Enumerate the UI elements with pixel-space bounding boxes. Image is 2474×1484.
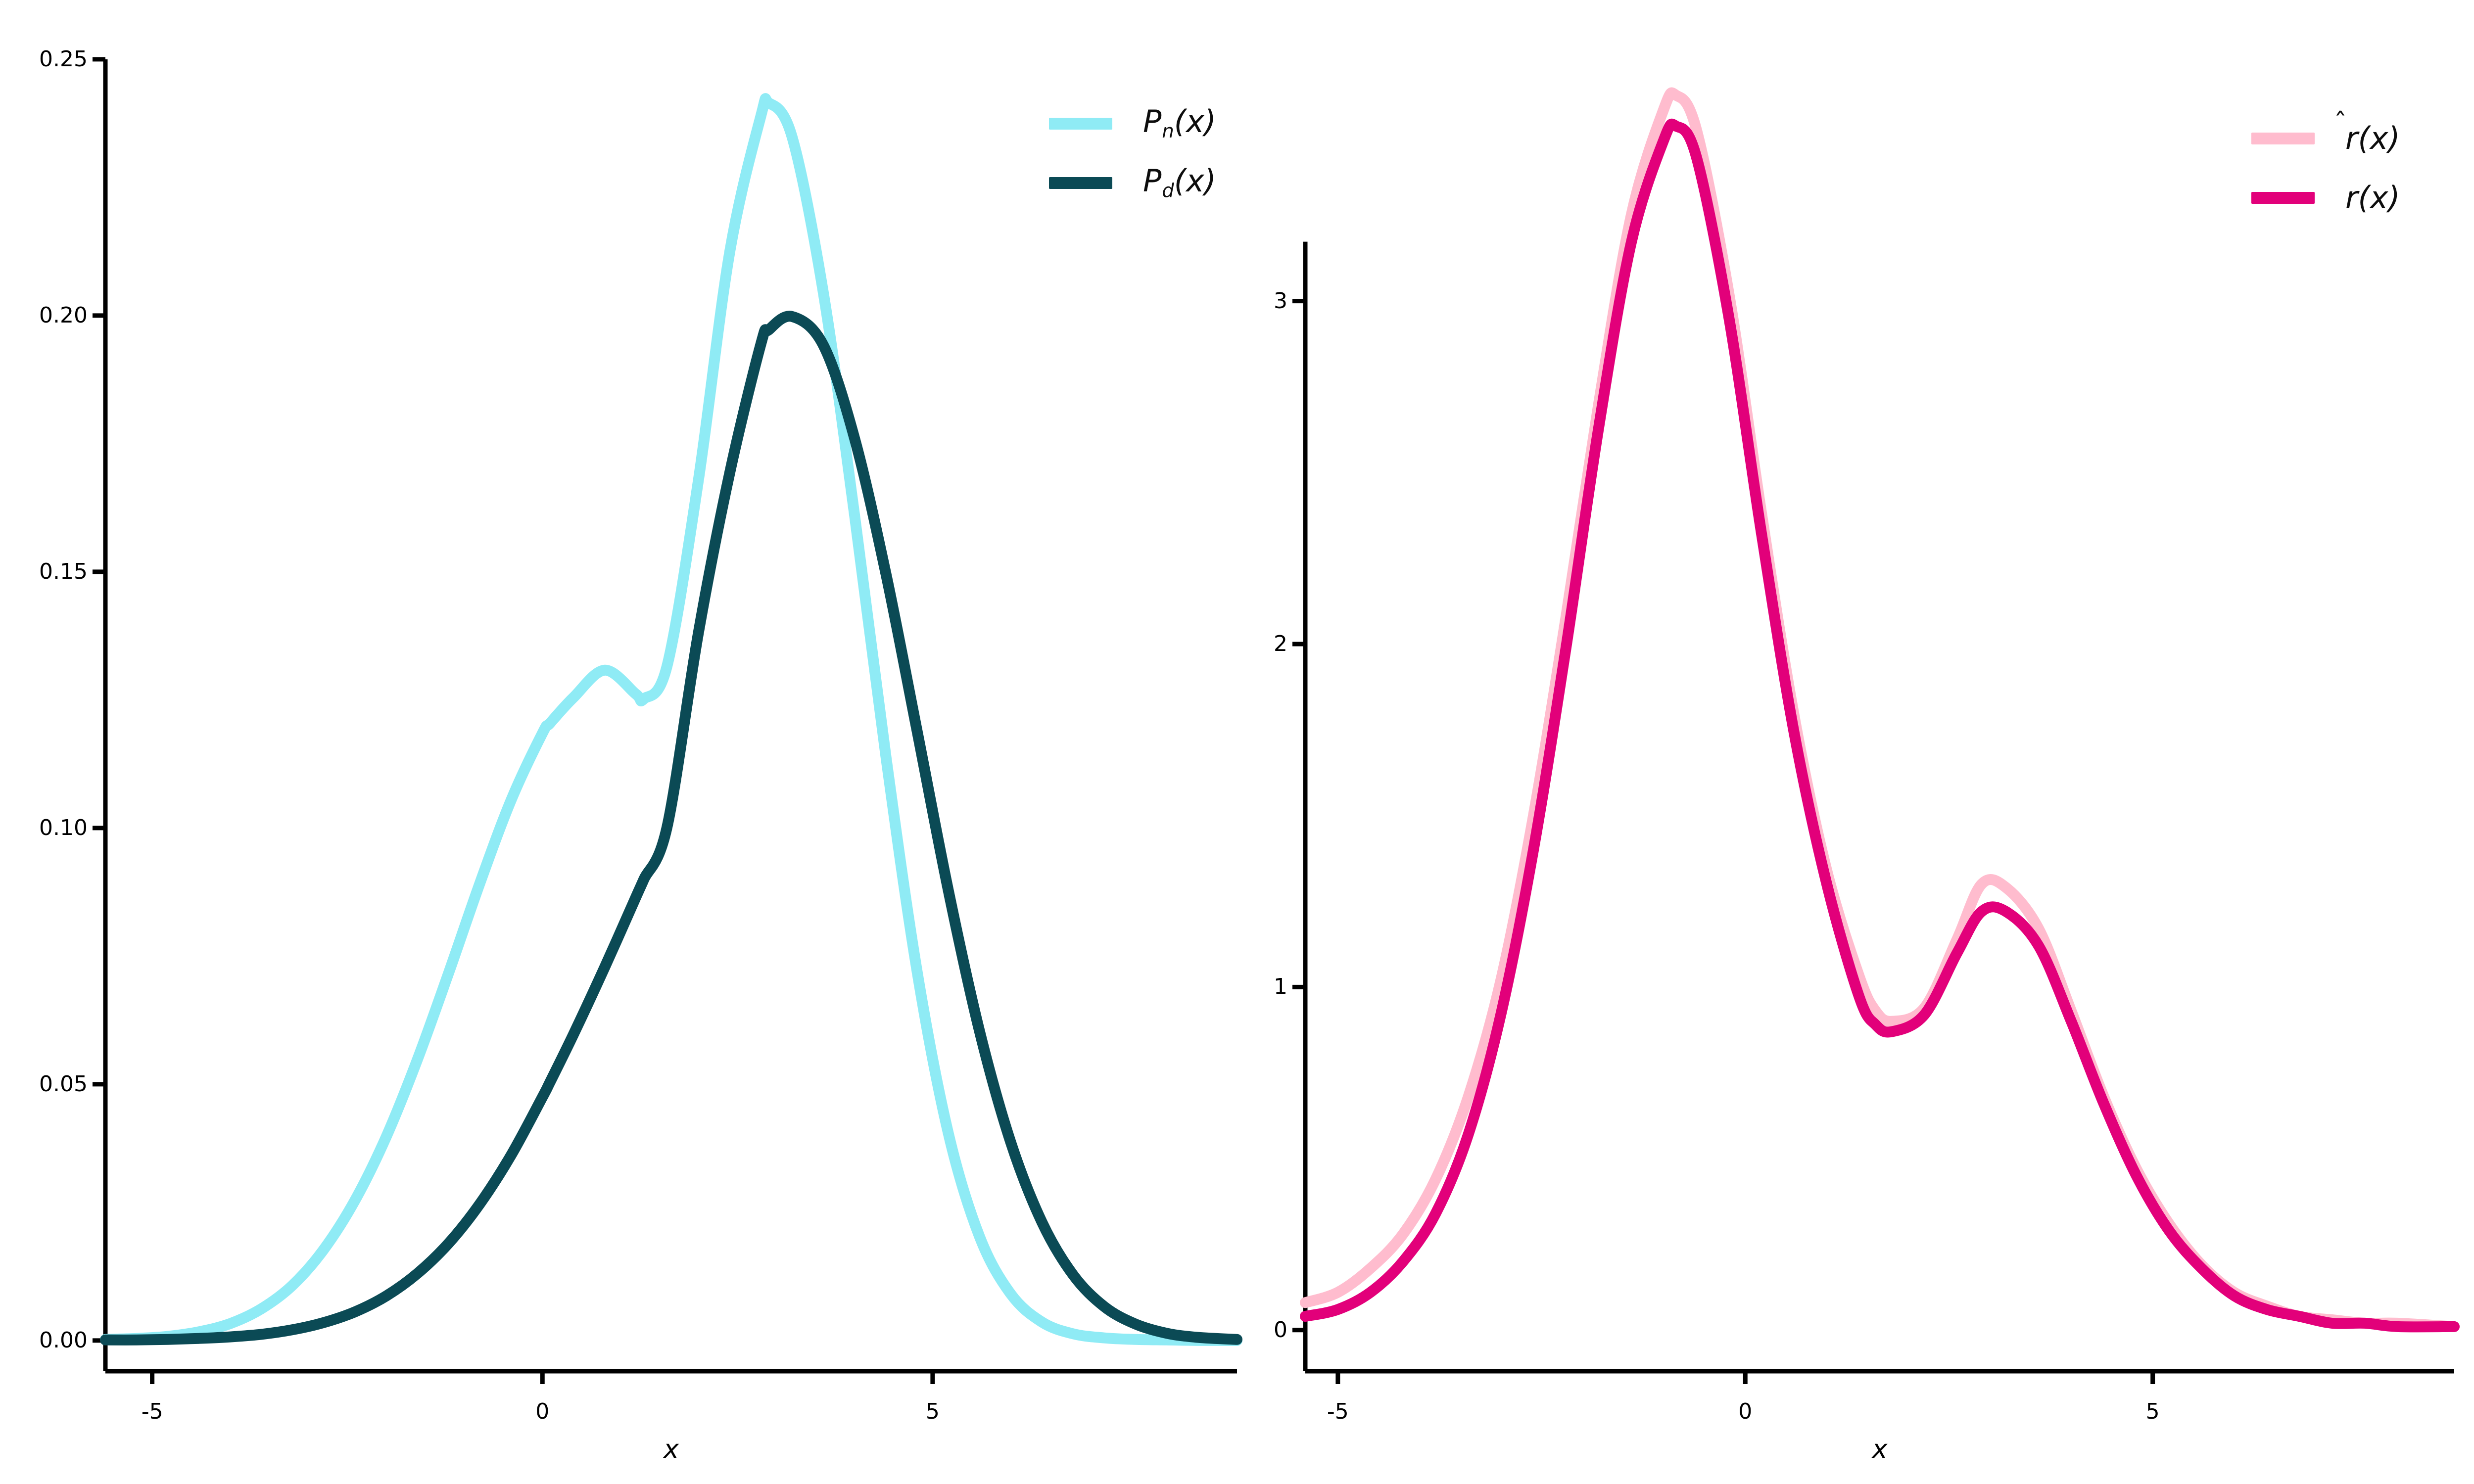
legend-label-pn: Pn(x) — [1143, 103, 1216, 143]
y-tick-label: 1 — [1274, 974, 1287, 1000]
y-tick-label: 0.05 — [39, 1071, 88, 1097]
legend-item-pn[interactable]: Pn(x) — [1049, 94, 1216, 153]
series-line — [100, 93, 1242, 1346]
y-tick-label: 0.25 — [39, 46, 88, 72]
legend-swatch-r — [2251, 192, 2315, 204]
x-axis-title-right: x — [1872, 1435, 1888, 1464]
y-tick-label: 0.00 — [39, 1327, 88, 1353]
ratio-legend: ̂r(x) r(x) — [2251, 109, 2400, 228]
x-tick-label: 0 — [535, 1399, 550, 1424]
legend-swatch-rhat — [2251, 133, 2315, 144]
density-panel: 0.00 0.05 0.10 0.15 0.20 0.25 -5 0 5 x Pn(x) Pd(… — [39, 46, 1242, 1464]
y-tick-label: 3 — [1274, 288, 1287, 314]
y-tick-label: 0.20 — [39, 302, 88, 328]
legend-label-pd: Pd(x) — [1143, 162, 1216, 202]
series-line — [1300, 118, 2460, 1333]
legend-item-pd[interactable]: Pd(x) — [1049, 153, 1216, 213]
series-line — [1300, 87, 2460, 1332]
density-plot-area — [93, 57, 1242, 1384]
x-tick-label: 5 — [925, 1399, 940, 1424]
x-tick-label: 5 — [2145, 1399, 2160, 1424]
y-tick-label: 0 — [1274, 1317, 1287, 1343]
density-legend: Pn(x) Pd(x) — [1049, 94, 1216, 213]
y-tick-label: 0.15 — [39, 558, 88, 584]
x-tick-label: 0 — [1738, 1399, 1753, 1424]
ratio-panel: 0 1 2 3 -5 0 5 x ̂r(x) r(x) — [1267, 0, 2474, 1484]
y-tick-label: 0.10 — [39, 815, 88, 840]
x-axis-title-left: x — [664, 1435, 679, 1464]
legend-swatch-pn — [1049, 118, 1112, 130]
legend-swatch-pd — [1049, 177, 1112, 189]
y-tick-label: 2 — [1274, 631, 1287, 656]
series-line — [100, 311, 1242, 1345]
x-tick-label: -5 — [141, 1399, 163, 1424]
ratio-plot-area — [1292, 87, 2460, 1384]
legend-item-r[interactable]: r(x) — [2251, 168, 2400, 228]
legend-item-rhat[interactable]: ̂r(x) — [2251, 109, 2400, 168]
x-tick-label: -5 — [1327, 1399, 1349, 1424]
legend-label-rhat: ̂r(x) — [2345, 120, 2400, 156]
legend-label-r: r(x) — [2345, 180, 2400, 216]
